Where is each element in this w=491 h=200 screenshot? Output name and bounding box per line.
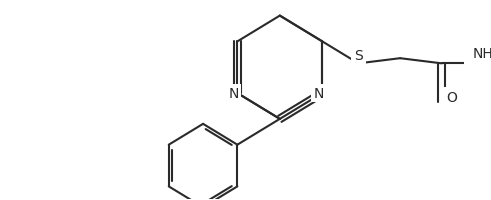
Text: NH: NH (473, 47, 491, 61)
Text: N: N (313, 87, 324, 101)
Text: S: S (354, 49, 363, 63)
Text: O: O (446, 91, 457, 105)
Text: N: N (228, 87, 239, 101)
